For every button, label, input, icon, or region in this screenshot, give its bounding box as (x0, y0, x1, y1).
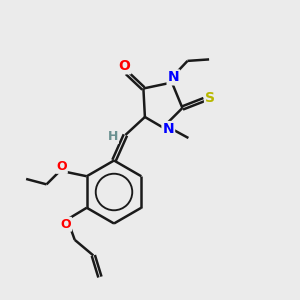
Text: O: O (118, 59, 130, 73)
Text: N: N (163, 122, 174, 136)
Text: O: O (60, 218, 71, 231)
Text: N: N (168, 70, 179, 84)
Text: H: H (108, 130, 118, 143)
Text: O: O (56, 160, 67, 173)
Text: S: S (205, 91, 215, 105)
